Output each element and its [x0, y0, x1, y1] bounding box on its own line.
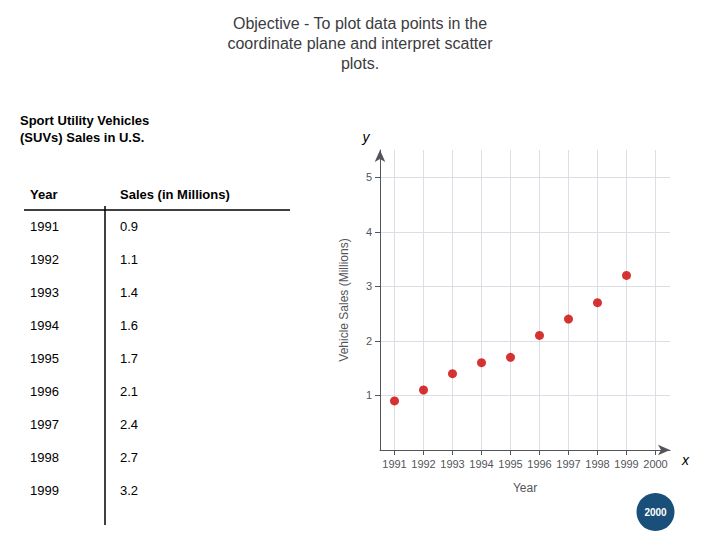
- svg-text:(SUVs) Sales in U.S.: (SUVs) Sales in U.S.: [20, 130, 144, 145]
- svg-text:1993: 1993: [30, 285, 59, 300]
- svg-text:1998: 1998: [30, 450, 59, 465]
- svg-text:1991: 1991: [30, 219, 59, 234]
- svg-text:0.9: 0.9: [120, 219, 138, 234]
- svg-text:2.4: 2.4: [120, 417, 138, 432]
- svg-text:Sales (in Millions): Sales (in Millions): [120, 187, 230, 202]
- svg-text:1.1: 1.1: [120, 252, 138, 267]
- svg-text:1998: 1998: [585, 458, 609, 470]
- svg-text:1995: 1995: [30, 351, 59, 366]
- svg-text:1991: 1991: [382, 458, 406, 470]
- svg-text:1997: 1997: [556, 458, 580, 470]
- svg-text:2000: 2000: [644, 507, 667, 518]
- svg-text:1997: 1997: [30, 417, 59, 432]
- svg-text:Sport Utility Vehicles: Sport Utility Vehicles: [20, 113, 149, 128]
- svg-text:1994: 1994: [469, 458, 493, 470]
- svg-text:1992: 1992: [30, 252, 59, 267]
- svg-text:4: 4: [366, 226, 372, 238]
- svg-text:Objective - To plot data point: Objective - To plot data points in the: [233, 15, 487, 32]
- svg-text:Year: Year: [30, 187, 57, 202]
- svg-text:5: 5: [366, 171, 372, 183]
- svg-text:2: 2: [366, 335, 372, 347]
- svg-text:1992: 1992: [411, 458, 435, 470]
- svg-text:2000: 2000: [643, 458, 667, 470]
- svg-text:1.6: 1.6: [120, 318, 138, 333]
- svg-text:y: y: [362, 129, 371, 145]
- svg-text:2.7: 2.7: [120, 450, 138, 465]
- svg-text:1993: 1993: [440, 458, 464, 470]
- svg-text:1: 1: [366, 389, 372, 401]
- svg-text:1.4: 1.4: [120, 285, 138, 300]
- svg-text:plots.: plots.: [341, 55, 379, 72]
- svg-text:3: 3: [366, 280, 372, 292]
- svg-text:1995: 1995: [498, 458, 522, 470]
- svg-text:2.1: 2.1: [120, 384, 138, 399]
- svg-text:x: x: [681, 452, 690, 468]
- svg-text:1994: 1994: [30, 318, 59, 333]
- svg-text:1999: 1999: [30, 483, 59, 498]
- svg-text:Vehicle Sales (Millions): Vehicle Sales (Millions): [337, 238, 351, 361]
- svg-text:3.2: 3.2: [120, 483, 138, 498]
- svg-text:Year: Year: [513, 481, 537, 495]
- svg-text:1.7: 1.7: [120, 351, 138, 366]
- svg-text:coordinate plane and interpret: coordinate plane and interpret scatter: [227, 35, 493, 52]
- svg-text:1996: 1996: [30, 384, 59, 399]
- svg-text:1996: 1996: [527, 458, 551, 470]
- svg-text:1999: 1999: [614, 458, 638, 470]
